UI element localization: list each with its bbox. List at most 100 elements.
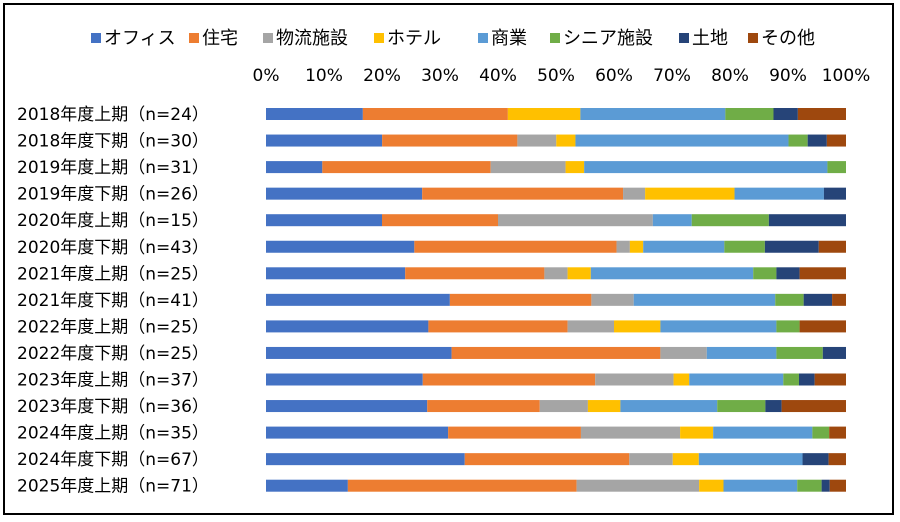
bar-segment <box>660 320 777 333</box>
legend-swatch <box>263 33 273 43</box>
bar-segment <box>266 240 415 253</box>
legend-label: 土地 <box>692 28 728 49</box>
bar-segment <box>623 187 646 200</box>
x-tick-label: 60% <box>595 66 633 86</box>
bar-segment <box>449 293 592 306</box>
bar-row <box>266 108 846 120</box>
bar-row <box>266 373 846 386</box>
bar-segment <box>802 453 829 466</box>
bar-segment <box>797 479 822 492</box>
bar-segment <box>723 479 798 492</box>
bar-segment <box>788 134 808 147</box>
x-tick-label: 90% <box>769 66 807 86</box>
bar-segment <box>829 426 846 439</box>
bar-segment <box>776 267 800 280</box>
bar-segment <box>266 214 382 227</box>
bar-segment <box>776 320 800 333</box>
bar-segment <box>580 108 726 120</box>
legend-label: 住宅 <box>202 28 238 49</box>
legend: オフィス 住宅 物流施設 ホテル 商業 シニア施設 土地 その他 <box>91 28 815 49</box>
category-label: 2023年度上期（n=37） <box>17 371 209 391</box>
bar-segment <box>266 267 406 280</box>
bar-segment <box>799 267 846 280</box>
legend-swatch <box>550 33 560 43</box>
category-label: 2019年度下期（n=26） <box>17 185 209 205</box>
bar-segment <box>797 108 846 120</box>
bar-segment <box>783 373 799 386</box>
bar-segment <box>776 346 823 359</box>
legend-label: オフィス <box>104 28 176 49</box>
bar-segment <box>575 134 789 147</box>
bar-segment <box>266 134 383 147</box>
x-tick-label: 40% <box>479 66 517 86</box>
bar-segment <box>614 320 661 333</box>
bars <box>266 108 846 492</box>
x-tick-label: 0% <box>253 66 280 86</box>
legend-swatch <box>189 33 199 43</box>
bar-segment <box>266 479 348 492</box>
bar-segment <box>507 108 581 120</box>
bar-row <box>266 400 846 413</box>
legend-label: シニア施設 <box>563 28 653 49</box>
bar-segment <box>672 453 699 466</box>
bar-row <box>266 214 846 227</box>
bar-segment <box>699 479 724 492</box>
bar-segment <box>798 373 815 386</box>
bar-segment <box>565 161 585 174</box>
category-label: 2025年度上期（n=71） <box>17 477 209 497</box>
bar-segment <box>490 161 566 174</box>
bar-segment <box>822 346 846 359</box>
bar-segment <box>829 479 846 492</box>
bar-segment <box>765 400 782 413</box>
bar-segment <box>734 187 824 200</box>
bar-segment <box>807 134 827 147</box>
bar-segment <box>689 373 784 386</box>
bar-segment <box>576 479 700 492</box>
bar-segment <box>428 320 568 333</box>
bar-segment <box>382 134 518 147</box>
bar-segment <box>818 240 846 253</box>
bar-segment <box>713 426 813 439</box>
bar-segment <box>827 161 846 174</box>
bar-segment <box>322 161 491 174</box>
bar-segment <box>464 453 630 466</box>
bar-row <box>266 161 846 174</box>
bar-row <box>266 293 846 306</box>
category-label: 2024年度下期（n=67） <box>17 450 209 470</box>
bar-segment <box>422 187 624 200</box>
bar-segment <box>724 240 765 253</box>
bar-segment <box>698 453 803 466</box>
bar-segment <box>832 293 846 306</box>
bar-segment <box>382 214 498 227</box>
bar-segment <box>427 400 540 413</box>
bar-segment <box>584 161 828 174</box>
bar-segment <box>266 453 465 466</box>
bar-segment <box>645 187 735 200</box>
legend-item: その他 <box>748 28 815 49</box>
bar-segment <box>544 267 568 280</box>
category-label: 2020年度下期（n=43） <box>17 238 209 258</box>
bar-segment <box>362 108 508 120</box>
bar-row <box>266 320 846 333</box>
bar-segment <box>517 134 557 147</box>
category-label: 2018年度下期（n=30） <box>17 132 209 152</box>
bar-row <box>266 426 846 439</box>
bar-segment <box>643 240 725 253</box>
bar-row <box>266 134 846 147</box>
bar-segment <box>422 373 596 386</box>
bar-segment <box>799 320 846 333</box>
x-axis-ticks: 0% 10% 20% 30% 40% 50% 60% 70% 80% 90% 100% <box>253 66 871 86</box>
category-label: 2021年度上期（n=25） <box>17 264 209 284</box>
bar-segment <box>821 479 830 492</box>
bar-segment <box>266 108 363 120</box>
legend-item: 土地 <box>679 28 728 49</box>
bar-segment <box>725 108 774 120</box>
legend-label: 物流施設 <box>276 28 348 49</box>
legend-swatch <box>748 33 758 43</box>
legend-swatch <box>679 33 689 43</box>
bar-segment <box>781 400 846 413</box>
legend-swatch <box>478 33 488 43</box>
bar-segment <box>717 400 766 413</box>
category-label: 2024年度上期（n=35） <box>17 424 209 444</box>
bar-row <box>266 479 846 492</box>
